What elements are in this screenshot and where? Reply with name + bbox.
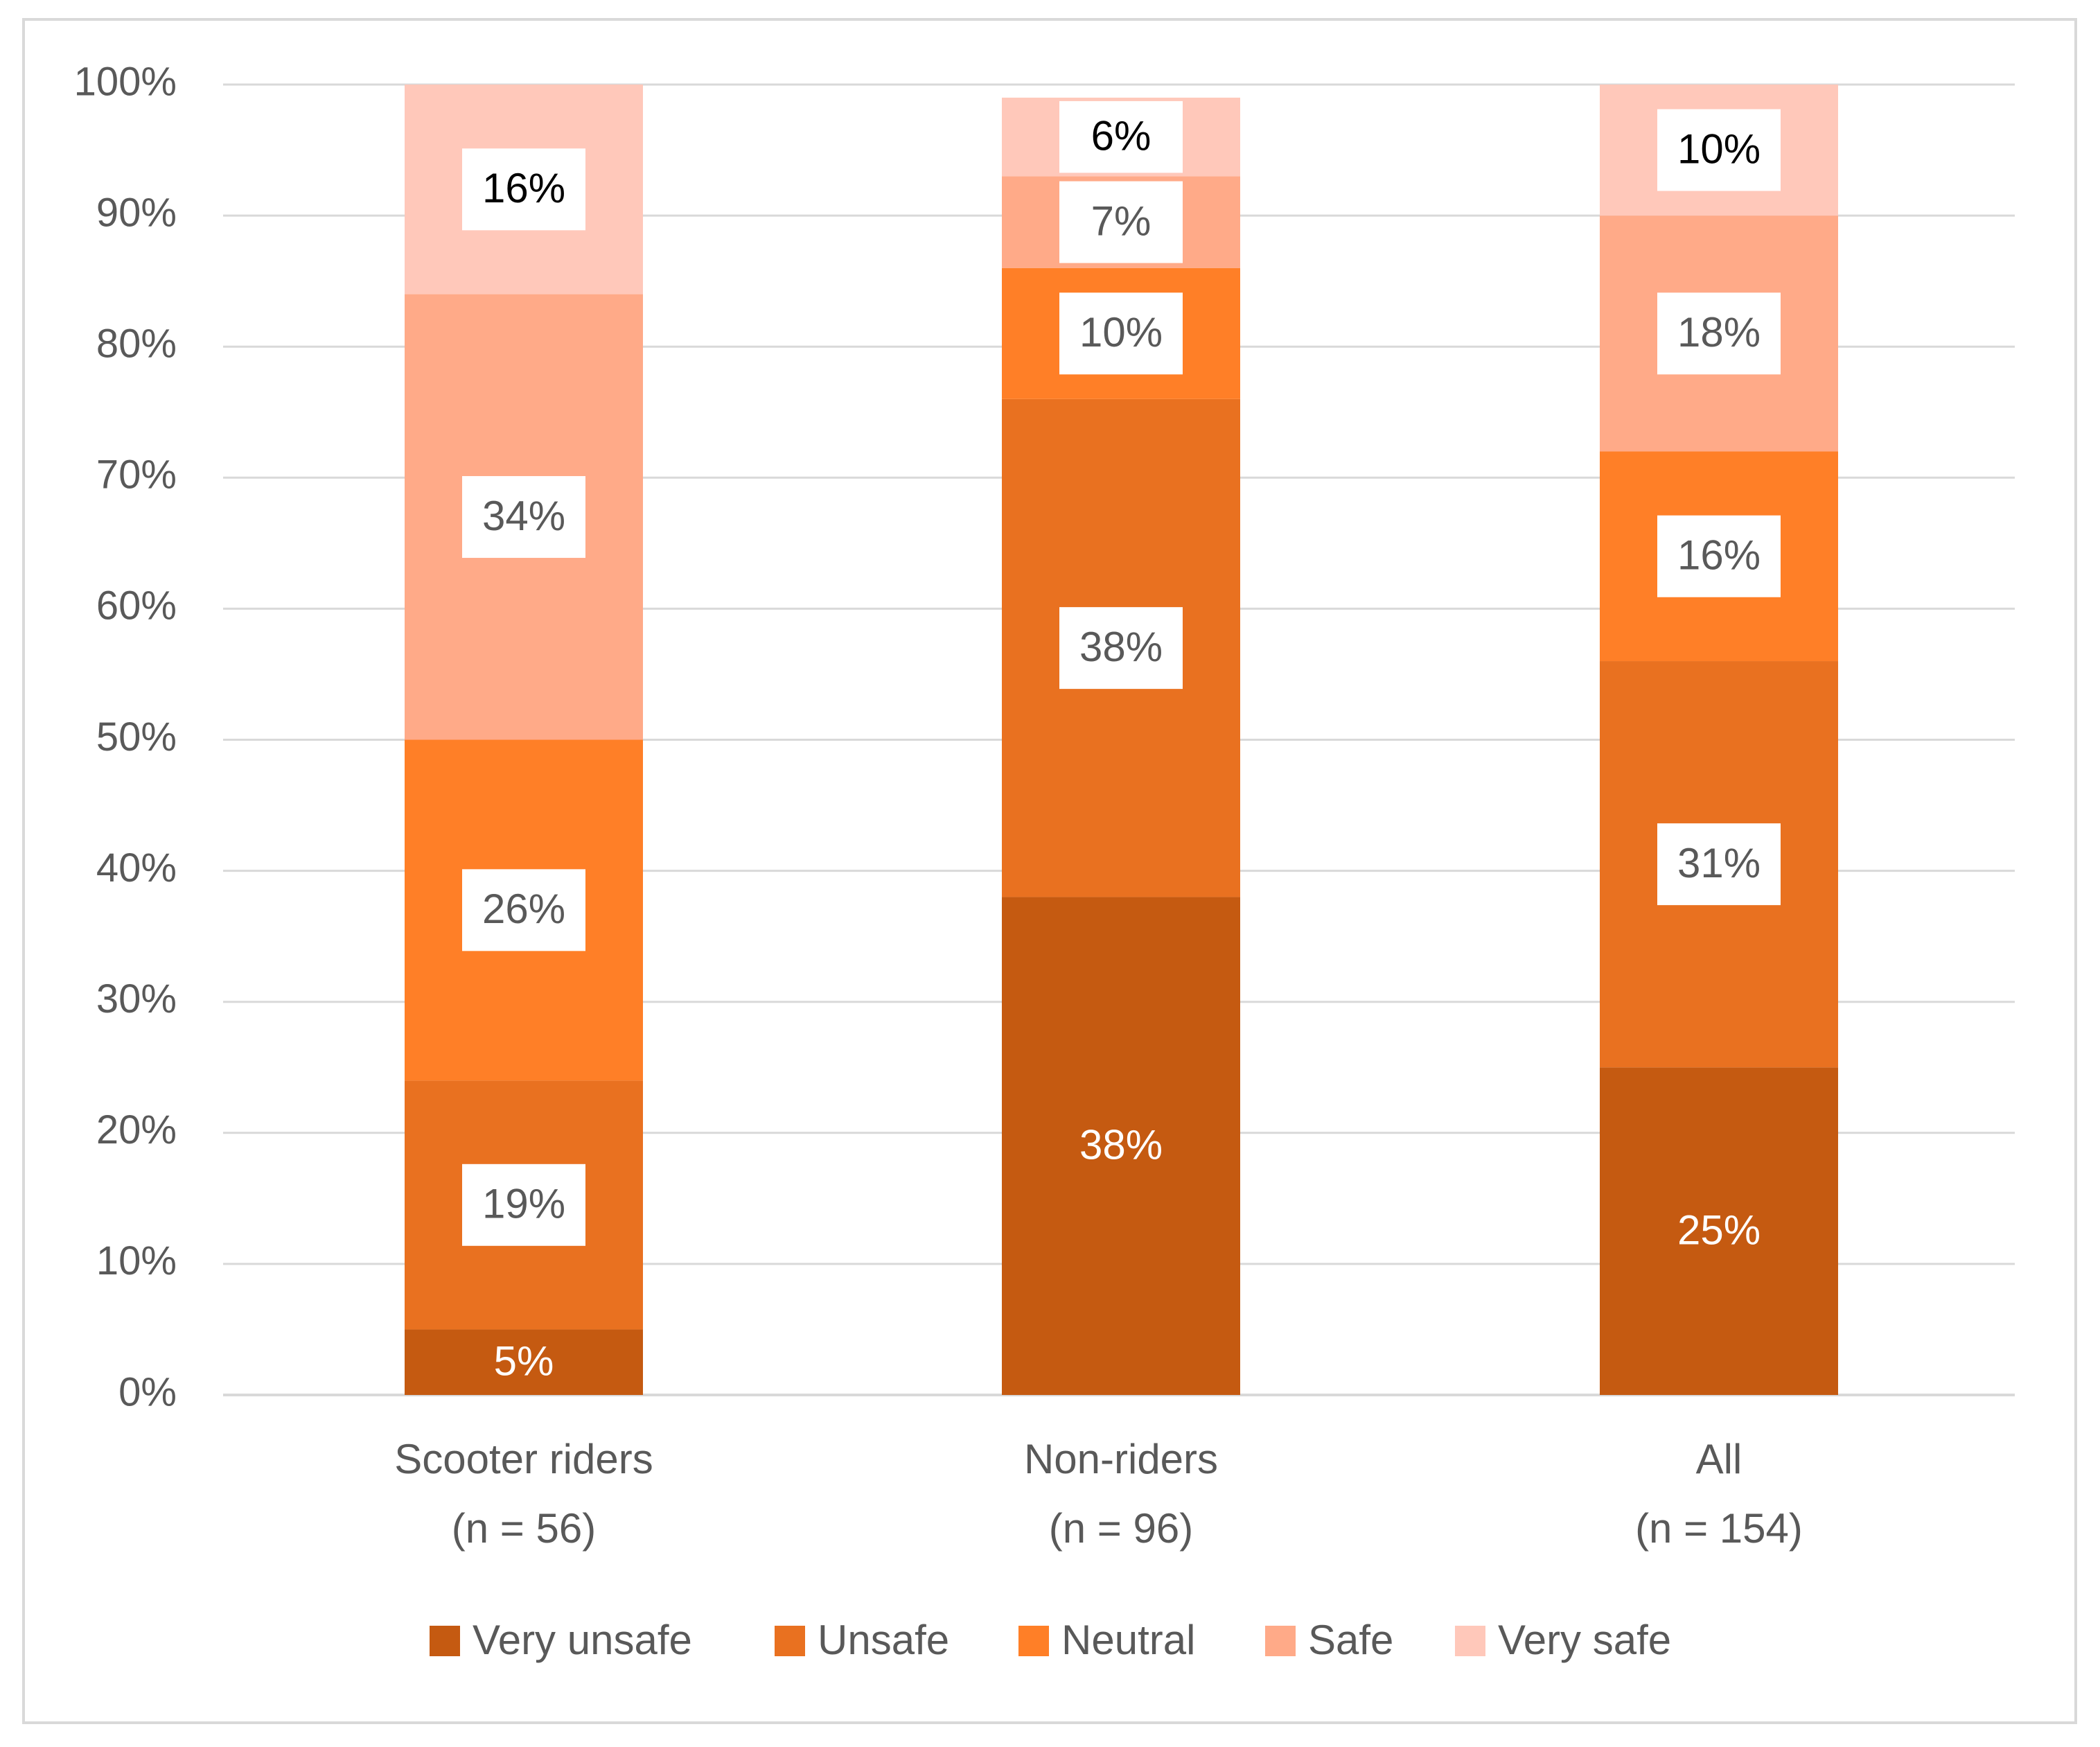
data-label: 38% [1079,1122,1163,1168]
bar-segment-very-unsafe [1600,1067,1838,1395]
y-tick-label: 20% [96,1107,177,1152]
data-label-box [1059,607,1183,690]
legend-label: Unsafe [818,1617,949,1663]
category-label: Non-riders [1024,1436,1218,1482]
data-label: 18% [1677,309,1761,355]
legend-swatch [1018,1626,1049,1656]
x-axis: Scooter riders (n = 56) Non-riders (n = 96)… [394,1436,1803,1552]
y-axis: 0% 10% 20% 30% 40% 50% 60% 70% 80% 90% 100% [74,59,177,1414]
y-tick-label: 30% [96,976,177,1021]
data-label: 5% [494,1338,554,1385]
category-label: All [1696,1436,1742,1482]
data-label: 7% [1091,197,1152,244]
data-label-box [1059,100,1183,173]
data-label-box [1059,292,1183,375]
bar-segment-very-unsafe [1002,897,1240,1395]
y-tick-label: 90% [96,190,177,235]
legend-swatch [1265,1626,1296,1656]
y-tick-label: 70% [96,453,177,498]
data-label: 26% [482,886,565,932]
y-tick-label: 80% [96,322,177,367]
data-label-box [1657,823,1781,906]
category-label: (n = 96) [1049,1505,1193,1552]
legend-label: Safe [1308,1617,1393,1663]
data-label: 25% [1677,1206,1761,1253]
y-tick-label: 0% [118,1369,177,1414]
data-label-box [462,1164,585,1246]
legend-label: Very unsafe [473,1617,692,1663]
data-label-box [1657,515,1781,597]
data-labels: 5% 19% 26% 34% 16% 38% 38% 10% 7% 6% 25% 31% 16% 18% 1… [462,100,1781,1385]
data-label-box [1059,181,1183,263]
data-label: 19% [482,1181,565,1227]
data-label: 16% [1677,532,1761,579]
legend: Very unsafe Unsafe Neutral Safe Very safe [430,1617,1671,1663]
y-tick-label: 100% [74,59,177,104]
data-label-box [462,148,585,231]
legend-label: Very safe [1498,1617,1671,1663]
data-label: 34% [482,493,565,539]
data-label: 6% [1091,112,1152,159]
y-tick-label: 10% [96,1238,177,1283]
legend-swatch [430,1626,460,1656]
data-label: 38% [1079,624,1163,670]
bars [405,85,1838,1395]
data-label: 10% [1079,309,1163,355]
y-tick-label: 60% [96,583,177,629]
data-label: 10% [1677,125,1761,172]
category-label: Scooter riders [394,1436,653,1482]
legend-label: Neutral [1061,1617,1195,1663]
category-label: (n = 56) [452,1505,596,1552]
data-label-box [462,869,585,951]
legend-swatch [1455,1626,1485,1656]
legend-swatch [775,1626,805,1656]
category-label: (n = 154) [1635,1505,1803,1552]
data-label: 31% [1677,840,1761,886]
data-label: 16% [482,165,565,211]
data-label-box [1657,292,1781,375]
data-label-box [1657,109,1781,191]
data-label-box [462,476,585,559]
y-tick-label: 50% [96,714,177,760]
y-tick-label: 40% [96,845,177,890]
bar-segment-very-unsafe [405,1329,643,1395]
